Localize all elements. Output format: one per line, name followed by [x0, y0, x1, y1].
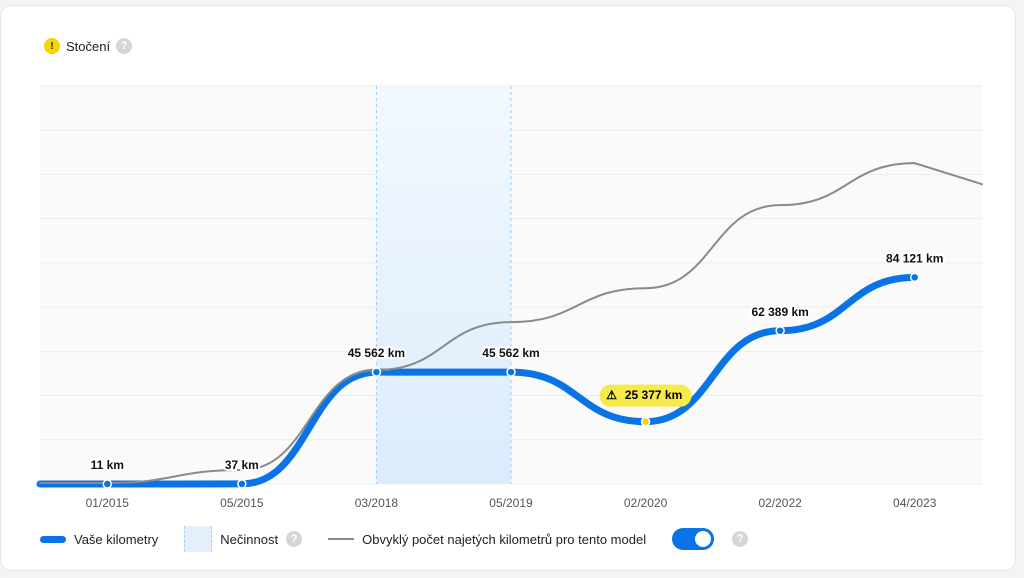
- point: [506, 367, 516, 377]
- value-label: 84 121 km: [886, 252, 943, 266]
- x-tick-label: 04/2023: [893, 496, 937, 510]
- legend-label: Nečinnost: [220, 531, 279, 547]
- warning-pill: [599, 384, 692, 407]
- inactivity-band: [376, 86, 511, 484]
- value-label: 25 377 km: [625, 388, 682, 402]
- point: [237, 479, 247, 489]
- legend-swatch: [40, 535, 66, 543]
- point: [102, 479, 113, 489]
- help-icon[interactable]: ?: [116, 38, 133, 54]
- point: [909, 272, 920, 283]
- value-label: 45 562 km: [482, 346, 539, 360]
- x-tick-label: 03/2018: [355, 496, 399, 510]
- legend-swatch: [184, 526, 213, 552]
- value-label: 37 km: [225, 458, 259, 472]
- value-label: 11 km: [91, 458, 124, 472]
- legend-label: Vaše kilometry: [74, 531, 159, 547]
- help-icon[interactable]: ?: [732, 531, 749, 547]
- x-tick-label: 02/2022: [758, 496, 802, 510]
- point: [371, 367, 382, 377]
- x-tick-label: 02/2020: [624, 496, 668, 510]
- help-icon[interactable]: ?: [286, 531, 303, 547]
- legend: Vaše kilometry Nečinnost ? Obvyklý počet…: [40, 526, 749, 552]
- legend-item: Obvyklý počet najetých kilometrů pro ten…: [328, 532, 646, 547]
- legend-item: Vaše kilometry: [40, 532, 158, 547]
- warning-icon: ⚠: [606, 388, 617, 402]
- x-tick-label: 05/2019: [489, 496, 533, 510]
- x-tick-label: 01/2015: [86, 496, 130, 510]
- legend-swatch: [328, 538, 355, 540]
- x-tick-label: 05/2015: [220, 496, 264, 510]
- legend-item: Nečinnost ?: [184, 526, 303, 552]
- value-label: 45 562 km: [348, 346, 405, 360]
- toggle[interactable]: [672, 528, 715, 550]
- header-title: Stočení: [66, 38, 111, 54]
- legend-label: Obvyklý počet najetých kilometrů pro ten…: [362, 531, 647, 547]
- point: [640, 416, 651, 427]
- warning-icon: !: [44, 38, 60, 54]
- value-label: 62 389 km: [751, 305, 808, 319]
- series-line: [39, 162, 983, 485]
- point: [775, 325, 785, 336]
- header: ! Stočení ?: [44, 38, 133, 54]
